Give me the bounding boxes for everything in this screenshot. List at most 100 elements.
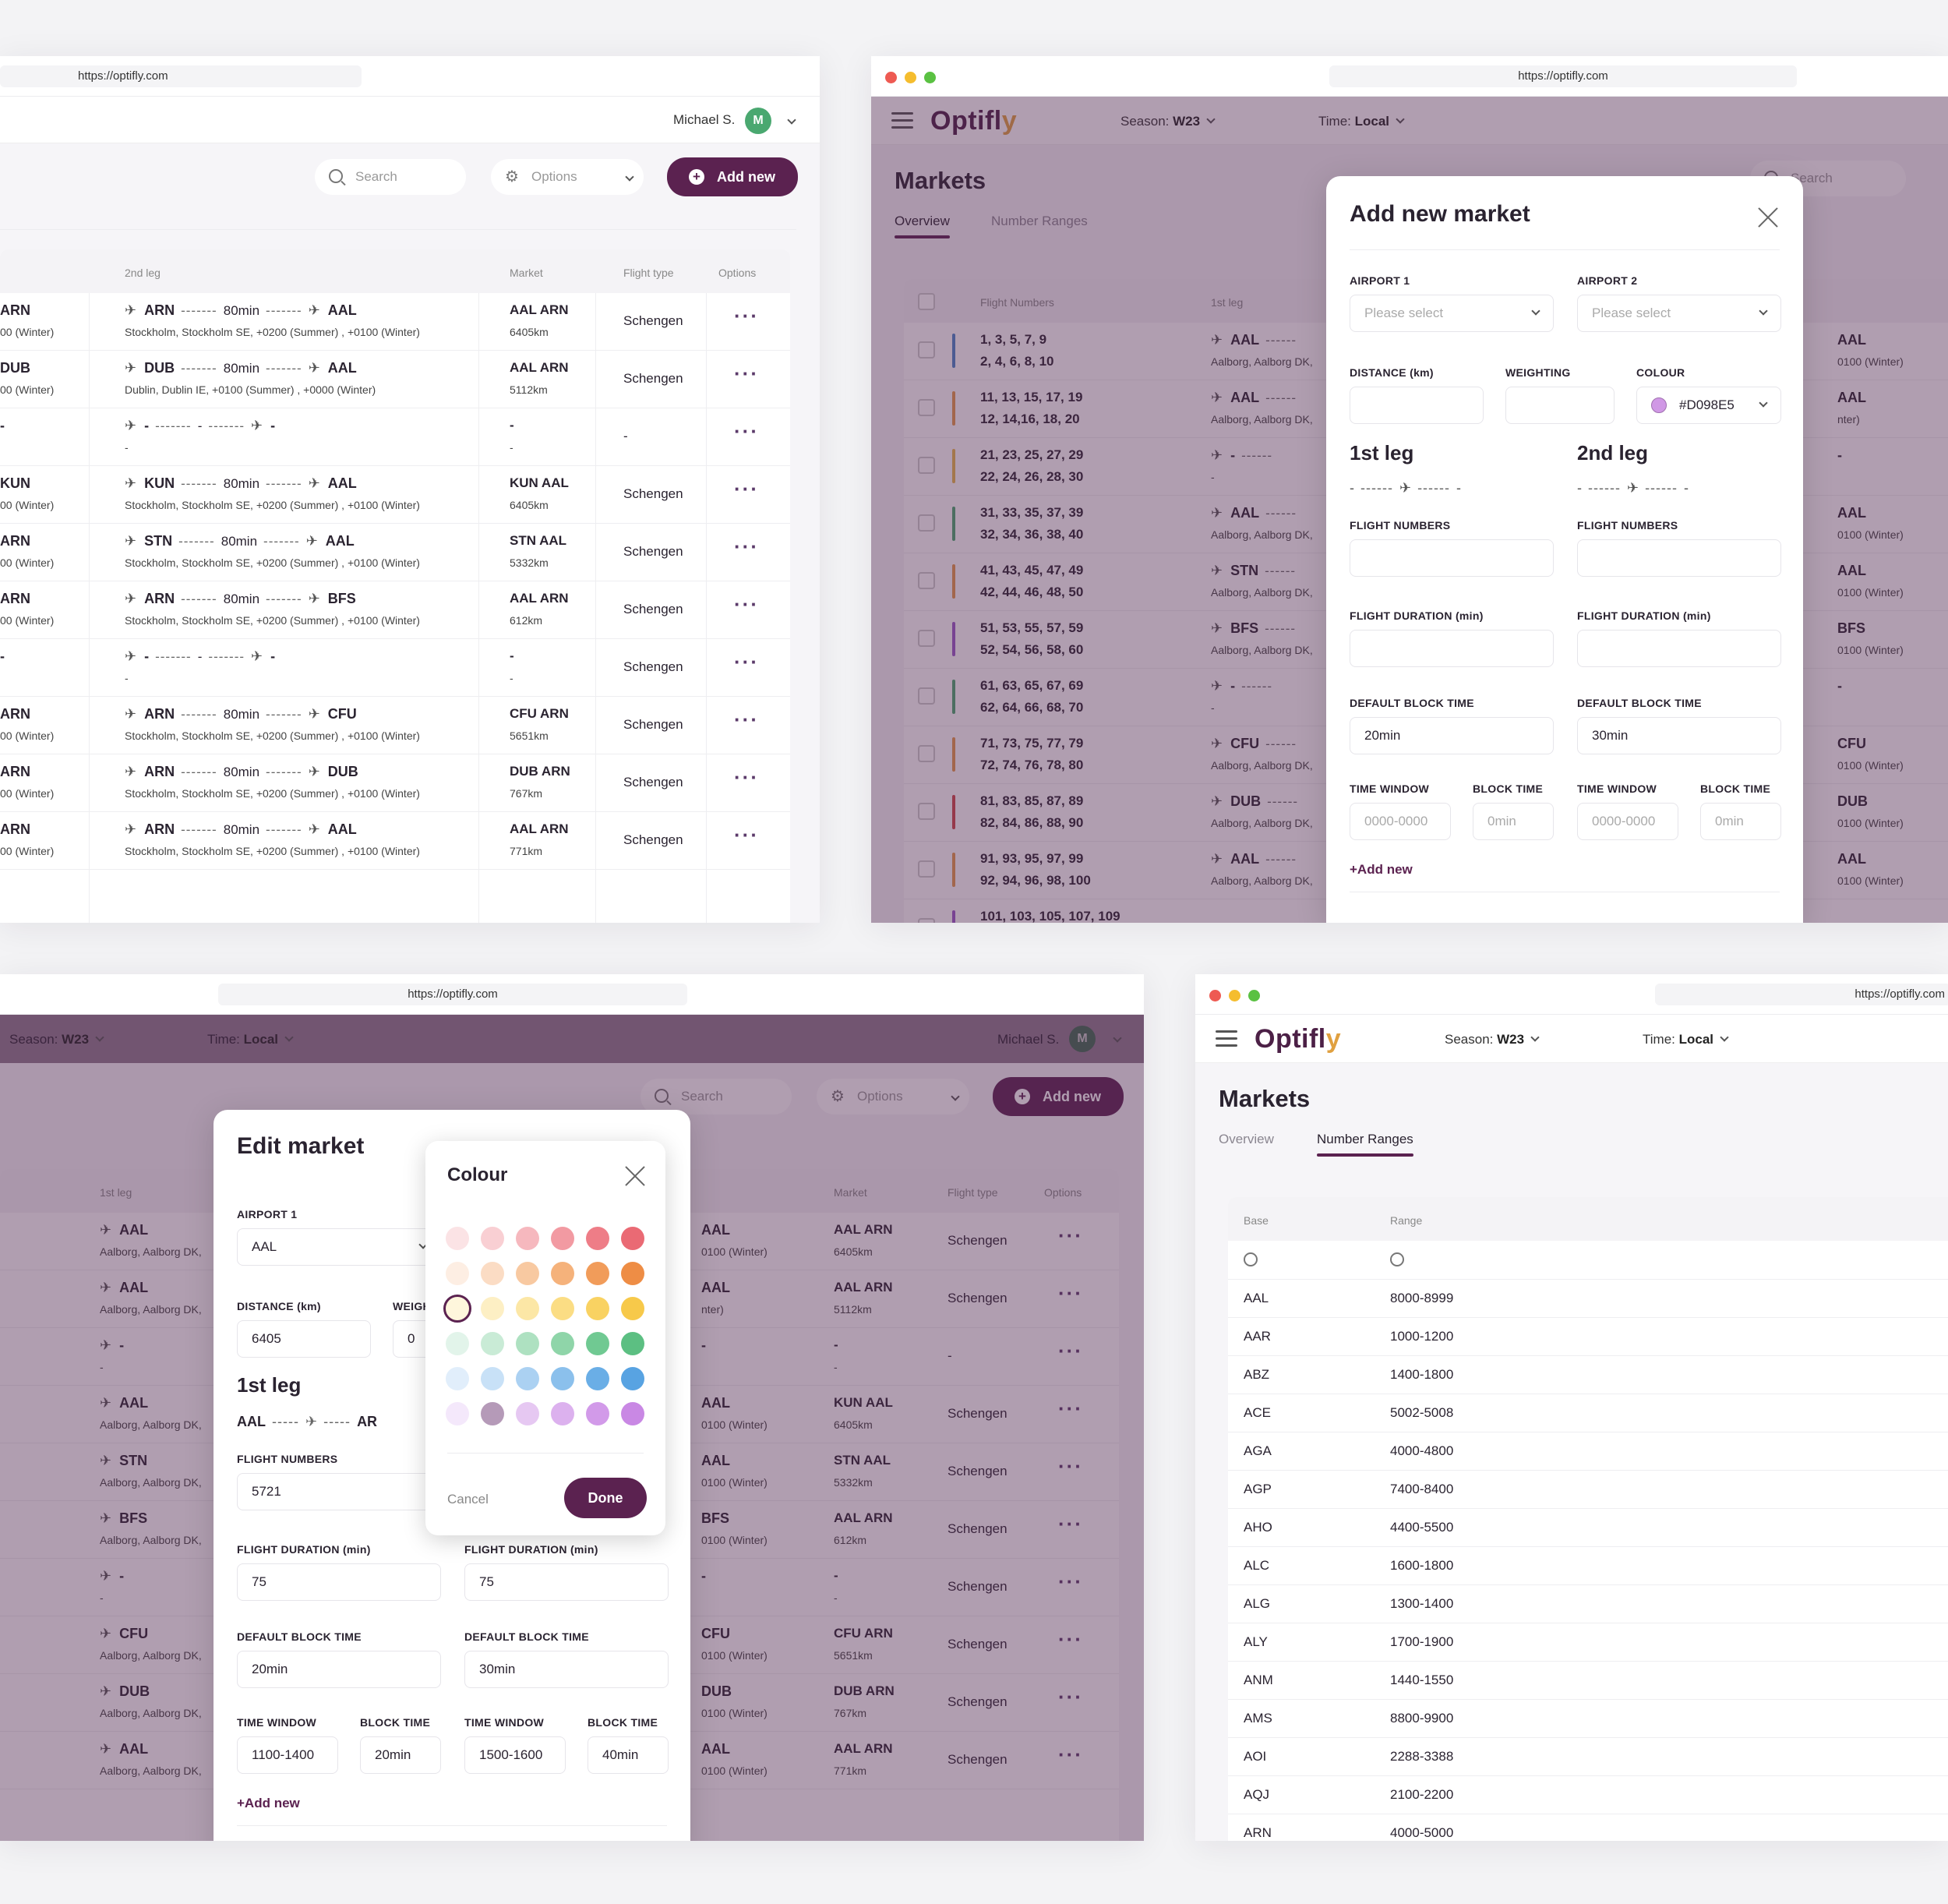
row-options-icon[interactable]: ··· [734, 477, 759, 500]
row-options-icon[interactable]: ··· [1058, 1743, 1083, 1766]
colour-swatch[interactable] [446, 1227, 469, 1250]
table-row[interactable]: ALC 1600-1800 [1228, 1547, 1948, 1585]
colour-swatch[interactable] [621, 1262, 644, 1285]
table-row[interactable]: - ✈ - ------- - ------- ✈ - - - - Schengen ··· [0, 639, 790, 697]
row-options-icon[interactable]: ··· [734, 765, 759, 789]
row-options-icon[interactable]: ··· [1058, 1339, 1083, 1362]
minimize-dot-icon[interactable] [905, 72, 916, 83]
flight-numbers-input-1[interactable]: 5721 [237, 1473, 441, 1510]
table-row[interactable]: AGP 7400-8400 [1228, 1471, 1948, 1509]
colour-swatch[interactable] [481, 1402, 504, 1425]
colour-swatch[interactable] [516, 1227, 539, 1250]
colour-swatch[interactable] [481, 1367, 504, 1390]
time-window-input-2[interactable]: 0000-0000 [1577, 803, 1678, 840]
block-time-input-2[interactable]: 0min [1700, 803, 1781, 840]
default-block-input-2[interactable]: 30min [1577, 717, 1781, 754]
colour-swatch[interactable] [551, 1332, 574, 1355]
table-row[interactable]: ANM 1440-1550 [1228, 1662, 1948, 1700]
season-selector[interactable]: Season: W23 [1120, 114, 1216, 129]
colour-swatch[interactable] [551, 1297, 574, 1320]
time-window-input-1[interactable]: 1100-1400 [237, 1736, 338, 1774]
colour-swatch[interactable] [621, 1227, 644, 1250]
time-window-input-2[interactable]: 1500-1600 [464, 1736, 566, 1774]
row-options-icon[interactable]: ··· [734, 304, 759, 327]
search-input[interactable]: Search [315, 159, 466, 195]
time-selector[interactable]: Time: Local [207, 1032, 294, 1047]
url-bar[interactable]: https://optifly.com [0, 65, 362, 87]
block-time-input-1[interactable]: 0min [1473, 803, 1554, 840]
tab-overview[interactable]: Overview [895, 214, 950, 238]
table-row[interactable]: ✈ CFU Aalborg, Aalborg DK, CFU 0100 (Winter)… [0, 1616, 1119, 1674]
table-row[interactable]: AAL 8000-8999 [1228, 1280, 1948, 1318]
cancel-button[interactable]: Cancel [447, 1492, 489, 1507]
user-avatar[interactable]: M [1069, 1026, 1096, 1052]
row-checkbox[interactable] [918, 803, 935, 820]
row-options-icon[interactable]: ··· [1058, 1281, 1083, 1305]
row-options-icon[interactable]: ··· [1058, 1512, 1083, 1535]
add-new-button[interactable]: + Add new [993, 1077, 1124, 1116]
time-selector[interactable]: Time: Local [1318, 114, 1405, 129]
search-input[interactable]: Search [641, 1079, 792, 1114]
distance-input[interactable] [1350, 387, 1484, 424]
row-options-icon[interactable]: ··· [1058, 1570, 1083, 1593]
table-row[interactable]: AAR 1000-1200 [1228, 1318, 1948, 1356]
table-row[interactable]: ARN 00 (Winter) ✈ ARN ------- 80min ------- ✈ AA… [0, 812, 790, 870]
season-selector[interactable]: Season: W23 [1445, 1032, 1540, 1047]
row-options-icon[interactable]: ··· [1058, 1685, 1083, 1708]
flight-numbers-input-1[interactable] [1350, 539, 1554, 577]
row-checkbox[interactable] [918, 399, 935, 416]
close-dot-icon[interactable] [1209, 990, 1221, 1001]
colour-swatch[interactable] [516, 1332, 539, 1355]
options-dropdown[interactable]: ⚙ Options [491, 159, 644, 195]
table-row[interactable]: ARN 00 (Winter) ✈ ARN ------- 80min ------- ✈ DU… [0, 754, 790, 812]
default-block-input-1[interactable]: 20min [1350, 717, 1554, 754]
row-options-icon[interactable]: ··· [734, 362, 759, 385]
season-selector[interactable]: Season: W23 [9, 1032, 104, 1047]
colour-swatch[interactable] [481, 1332, 504, 1355]
colour-swatch[interactable] [551, 1262, 574, 1285]
optifly-logo[interactable]: Optifly [930, 106, 1018, 136]
colour-swatch[interactable] [516, 1297, 539, 1320]
colour-swatch[interactable] [586, 1227, 609, 1250]
row-options-icon[interactable]: ··· [734, 823, 759, 846]
row-checkbox[interactable] [918, 860, 935, 878]
colour-swatch[interactable] [446, 1262, 469, 1285]
user-name[interactable]: Michael S. [673, 112, 736, 127]
table-row[interactable]: ARN 00 (Winter) ✈ ARN ------- 80min ------- ✈ CF… [0, 697, 790, 754]
add-new-link[interactable]: +Add new [237, 1796, 300, 1810]
colour-swatch[interactable] [586, 1262, 609, 1285]
select-all-checkbox[interactable] [918, 293, 935, 310]
row-options-icon[interactable]: ··· [734, 535, 759, 558]
colour-swatch[interactable] [551, 1227, 574, 1250]
colour-swatch[interactable] [621, 1367, 644, 1390]
tab-number-ranges[interactable]: Number Ranges [1317, 1132, 1413, 1157]
menu-icon[interactable] [891, 112, 913, 129]
colour-swatch[interactable] [621, 1297, 644, 1320]
row-options-icon[interactable]: ··· [734, 708, 759, 731]
distance-input[interactable]: 6405 [237, 1320, 371, 1358]
tab-overview[interactable]: Overview [1219, 1132, 1274, 1146]
flight-numbers-input-2[interactable] [1577, 539, 1781, 577]
table-row[interactable]: KUN 00 (Winter) ✈ KUN ------- 80min ------- ✈ AA… [0, 466, 790, 524]
close-dot-icon[interactable] [885, 72, 897, 83]
row-options-icon[interactable]: ··· [1058, 1224, 1083, 1247]
colour-swatch[interactable] [586, 1297, 609, 1320]
minimize-dot-icon[interactable] [1229, 990, 1240, 1001]
colour-swatch[interactable] [481, 1297, 504, 1320]
table-row[interactable]: ABZ 1400-1800 [1228, 1356, 1948, 1394]
colour-swatch[interactable] [446, 1402, 469, 1425]
table-row[interactable]: AGA 4000-4800 [1228, 1432, 1948, 1471]
table-row[interactable]: ARN 00 (Winter) ✈ STN ------- 80min ------- ✈ AA… [0, 524, 790, 581]
table-row[interactable]: ARN 4000-5000 [1228, 1814, 1948, 1841]
user-name[interactable]: Michael S. [997, 1032, 1060, 1047]
user-avatar[interactable]: M [745, 108, 771, 134]
flight-duration-input-1[interactable]: 75 [237, 1563, 441, 1601]
tab-number-ranges[interactable]: Number Ranges [991, 214, 1088, 228]
maximize-dot-icon[interactable] [924, 72, 936, 83]
row-checkbox[interactable] [918, 745, 935, 762]
row-checkbox[interactable] [918, 630, 935, 647]
colour-swatch[interactable] [586, 1332, 609, 1355]
block-time-input-2[interactable]: 40min [588, 1736, 669, 1774]
colour-swatch[interactable] [516, 1367, 539, 1390]
colour-select[interactable]: #D098E5 [1636, 387, 1781, 424]
